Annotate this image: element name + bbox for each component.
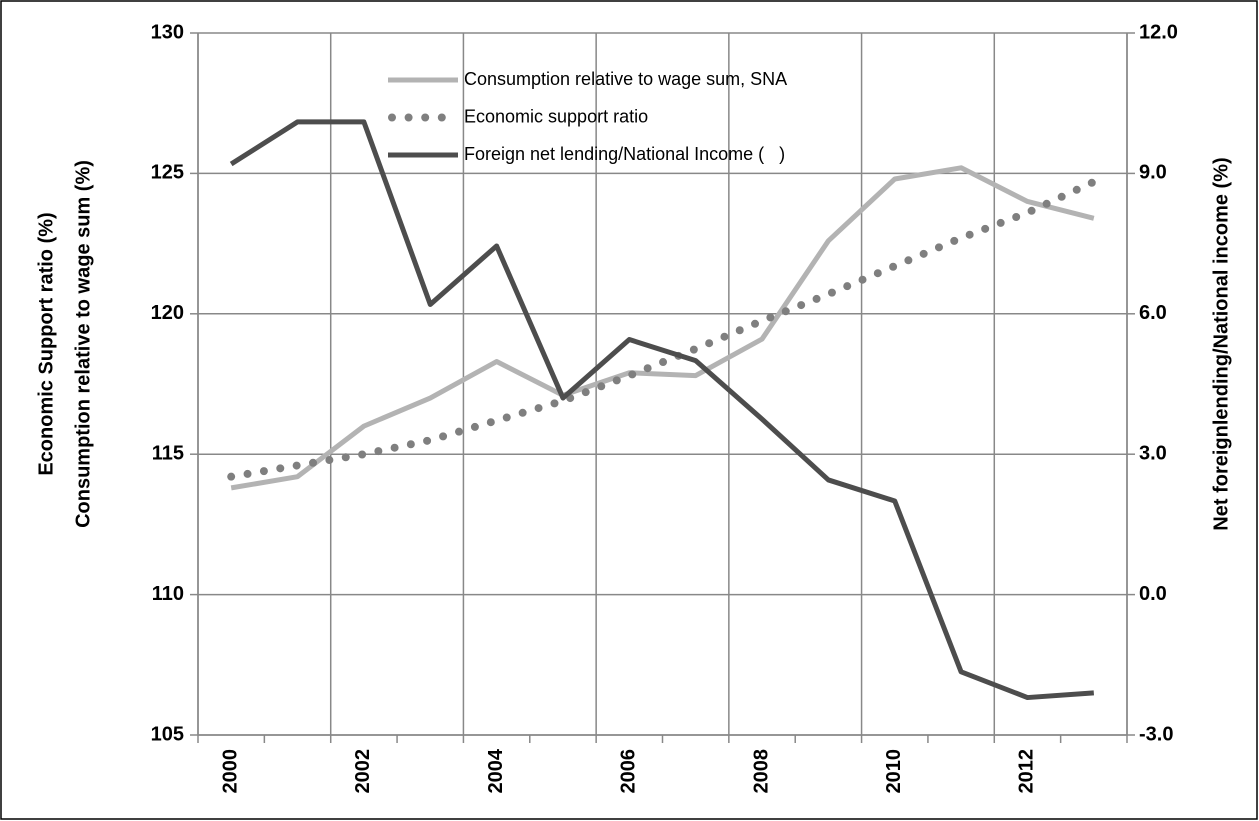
legend-label: Consumption relative to wage sum, SNA: [464, 69, 787, 89]
y2-tick-label: 0.0: [1139, 583, 1167, 605]
x-tick-label: 2002: [352, 749, 374, 794]
series-line: [229, 119, 1094, 701]
y-tick-label: 115: [152, 442, 184, 464]
legend-label: Foreign net lending/National Income ( ): [464, 144, 785, 164]
series-line: [230, 165, 1095, 491]
x-tick-label: 2012: [1016, 749, 1038, 794]
x-tick-label: 2010: [883, 749, 905, 794]
x-tick-label: 2006: [618, 749, 640, 794]
y-tick-label: 130: [151, 21, 184, 43]
x-tick-label: 2000: [219, 749, 241, 794]
y2-tick-label: -3.0: [1139, 723, 1173, 745]
y2-tick-label: 9.0: [1139, 162, 1167, 184]
y-axis-title: Economic Support ratio (%): [35, 212, 57, 475]
y-tick-label: 125: [151, 162, 184, 184]
y2-tick-label: 12.0: [1139, 21, 1178, 43]
y2-tick-label: 6.0: [1139, 302, 1167, 324]
x-tick-label: 2004: [485, 748, 507, 793]
y-axis-title: Consumption relative to wage sum (%): [72, 160, 94, 528]
y-tick-label: 105: [151, 723, 184, 745]
y2-tick-label: 3.0: [1139, 442, 1167, 464]
y-tick-label: 110: [152, 583, 184, 605]
y-tick-label: 120: [151, 302, 184, 324]
x-tick-label: 2008: [750, 749, 772, 794]
legend-label: Economic support ratio: [464, 106, 648, 126]
series-line: [227, 177, 1098, 481]
y2-axis-title: Net foreignlending/National income (%): [1210, 157, 1232, 530]
